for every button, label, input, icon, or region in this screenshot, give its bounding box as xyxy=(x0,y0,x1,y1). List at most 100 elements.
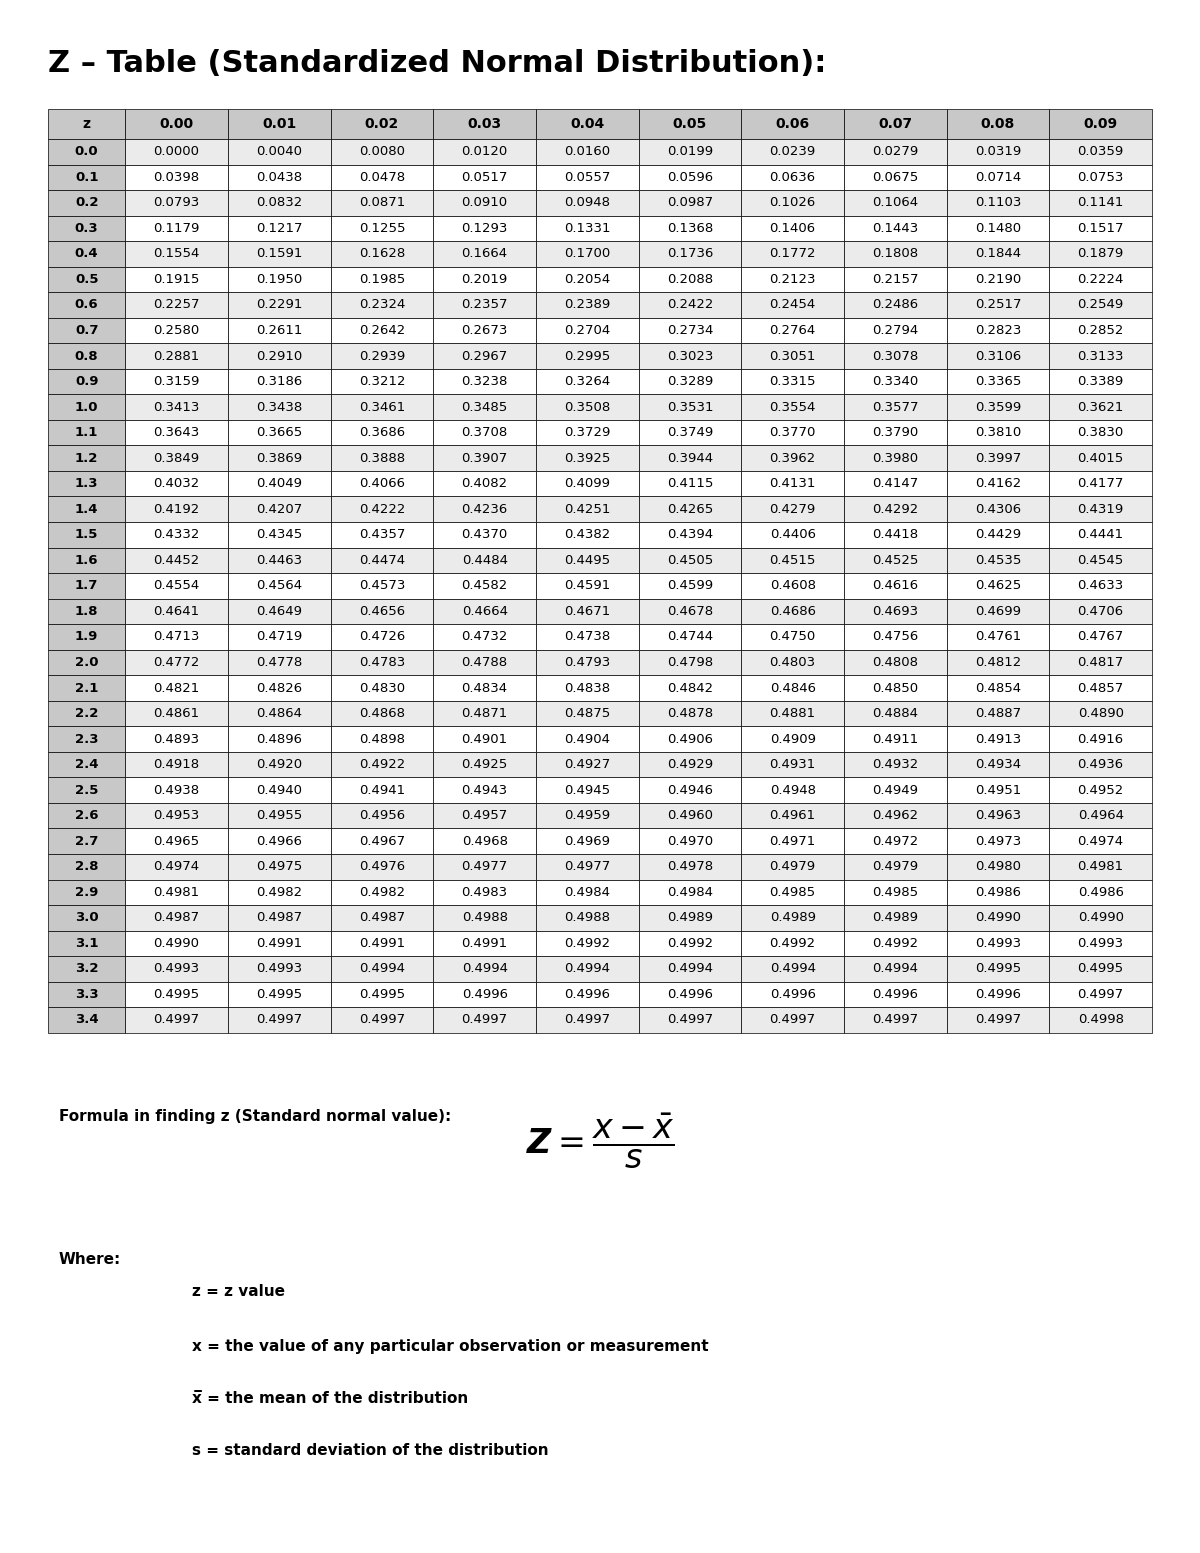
Bar xyxy=(947,394,1049,419)
Text: 0.4656: 0.4656 xyxy=(359,606,406,618)
Bar xyxy=(742,778,844,803)
Bar xyxy=(228,140,331,165)
Text: 2.6: 2.6 xyxy=(74,809,98,822)
Bar xyxy=(536,267,638,292)
Text: 1.5: 1.5 xyxy=(74,528,98,542)
Text: 0.4898: 0.4898 xyxy=(359,733,404,745)
Bar xyxy=(48,267,125,292)
Bar xyxy=(536,140,638,165)
Bar xyxy=(1049,573,1152,598)
Text: 0.4990: 0.4990 xyxy=(1078,912,1123,924)
Text: 0.4793: 0.4793 xyxy=(564,655,611,669)
Text: 0.4997: 0.4997 xyxy=(564,1014,611,1027)
Text: 3.0: 3.0 xyxy=(74,912,98,924)
Text: 0.0438: 0.0438 xyxy=(257,171,302,183)
Text: 0.7: 0.7 xyxy=(74,325,98,337)
Text: 0.0120: 0.0120 xyxy=(462,146,508,158)
Text: 1.8: 1.8 xyxy=(74,606,98,618)
Bar xyxy=(228,598,331,624)
Bar xyxy=(125,522,228,548)
Text: 0.1915: 0.1915 xyxy=(154,273,200,286)
Bar xyxy=(125,109,228,140)
Text: 0.4953: 0.4953 xyxy=(154,809,199,822)
Text: 0.4756: 0.4756 xyxy=(872,631,918,643)
Text: 0.4992: 0.4992 xyxy=(769,936,816,950)
Bar xyxy=(638,471,742,497)
Text: 0.4925: 0.4925 xyxy=(462,758,508,772)
Bar xyxy=(536,318,638,343)
Text: 0.4564: 0.4564 xyxy=(257,579,302,592)
Text: 0.4981: 0.4981 xyxy=(154,885,199,899)
Text: 0.4940: 0.4940 xyxy=(257,784,302,797)
Text: 0.1: 0.1 xyxy=(74,171,98,183)
Bar xyxy=(638,981,742,1008)
Text: 0.4996: 0.4996 xyxy=(667,988,713,1002)
Text: 0.2123: 0.2123 xyxy=(769,273,816,286)
Text: 0.3212: 0.3212 xyxy=(359,376,406,388)
Bar xyxy=(125,241,228,267)
Bar xyxy=(947,1008,1049,1033)
Text: 0.4719: 0.4719 xyxy=(256,631,302,643)
Bar xyxy=(228,471,331,497)
Bar xyxy=(331,1008,433,1033)
Text: 0.1664: 0.1664 xyxy=(462,247,508,261)
Bar xyxy=(48,497,125,522)
Text: 0.4713: 0.4713 xyxy=(154,631,200,643)
Bar xyxy=(228,700,331,727)
Bar xyxy=(638,573,742,598)
Text: 0.4772: 0.4772 xyxy=(154,655,200,669)
Bar xyxy=(844,649,947,676)
Text: 0.4515: 0.4515 xyxy=(769,554,816,567)
Text: 0.4015: 0.4015 xyxy=(1078,452,1123,464)
Bar xyxy=(536,700,638,727)
Text: 0.4099: 0.4099 xyxy=(564,477,611,491)
Bar xyxy=(742,368,844,394)
Text: 2.5: 2.5 xyxy=(74,784,98,797)
Text: 0.00: 0.00 xyxy=(160,116,193,130)
Bar xyxy=(125,497,228,522)
Text: 0.4319: 0.4319 xyxy=(1078,503,1123,516)
Text: 0.4370: 0.4370 xyxy=(462,528,508,542)
Text: 0.4989: 0.4989 xyxy=(769,912,816,924)
Bar xyxy=(48,471,125,497)
Text: 0.3159: 0.3159 xyxy=(154,376,200,388)
Bar xyxy=(1049,778,1152,803)
Text: 0.4082: 0.4082 xyxy=(462,477,508,491)
Bar xyxy=(844,700,947,727)
Text: 0.4306: 0.4306 xyxy=(974,503,1021,516)
Bar xyxy=(536,649,638,676)
Bar xyxy=(433,649,536,676)
Text: 0.1808: 0.1808 xyxy=(872,247,918,261)
Bar xyxy=(536,879,638,905)
Text: 0.2642: 0.2642 xyxy=(359,325,406,337)
Text: 0.4988: 0.4988 xyxy=(564,912,611,924)
Text: 0.4616: 0.4616 xyxy=(872,579,918,592)
Bar xyxy=(331,879,433,905)
Bar xyxy=(638,727,742,752)
Bar xyxy=(947,727,1049,752)
Text: 2.3: 2.3 xyxy=(74,733,98,745)
Text: 0.4838: 0.4838 xyxy=(564,682,611,694)
Bar xyxy=(1049,343,1152,368)
Text: 0.2764: 0.2764 xyxy=(769,325,816,337)
Text: 0.0557: 0.0557 xyxy=(564,171,611,183)
Text: 0.4997: 0.4997 xyxy=(359,1014,406,1027)
Text: 0.4842: 0.4842 xyxy=(667,682,713,694)
Bar xyxy=(433,241,536,267)
Bar xyxy=(1049,1008,1152,1033)
Bar xyxy=(433,1008,536,1033)
Bar xyxy=(228,318,331,343)
Bar xyxy=(48,241,125,267)
Text: 0.3944: 0.3944 xyxy=(667,452,713,464)
Bar xyxy=(947,522,1049,548)
Text: 0.4878: 0.4878 xyxy=(667,707,713,721)
Bar xyxy=(638,1008,742,1033)
Bar xyxy=(536,343,638,368)
Bar xyxy=(742,216,844,241)
Text: 0.4995: 0.4995 xyxy=(974,963,1021,975)
Bar xyxy=(742,109,844,140)
Text: 0.3023: 0.3023 xyxy=(667,349,713,362)
Bar xyxy=(48,828,125,854)
Bar xyxy=(742,957,844,981)
Text: 0.2704: 0.2704 xyxy=(564,325,611,337)
